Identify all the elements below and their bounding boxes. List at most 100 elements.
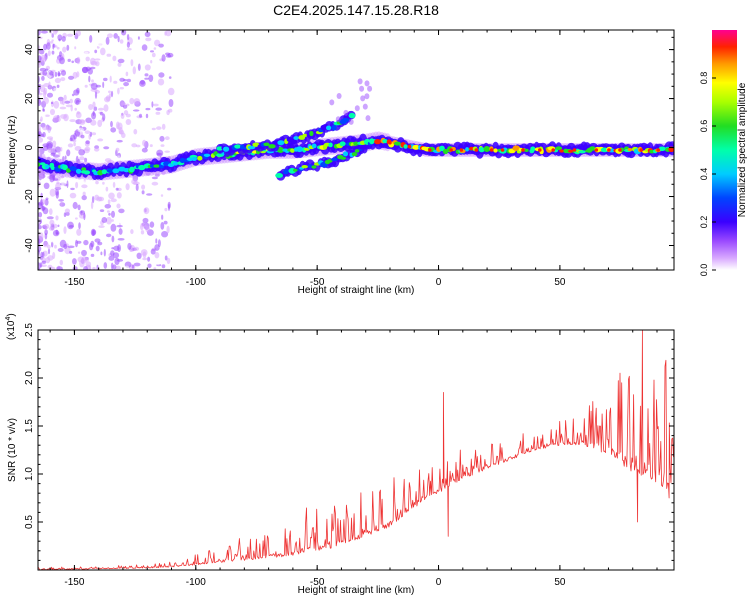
heatmap-cell <box>49 226 55 231</box>
heatmap-cell <box>150 248 156 255</box>
heatmap-cell <box>71 93 75 97</box>
heatmap-cell <box>124 265 130 270</box>
spectrogram-x-axis: -150 -100 -50 0 50 <box>49 30 658 288</box>
heatmap-cell <box>149 144 153 148</box>
heatmap-cell <box>60 201 63 207</box>
heatmap-cell <box>85 56 90 62</box>
heatmap-cell <box>56 266 63 270</box>
heatmap-cell <box>76 56 81 65</box>
heatmap-cell <box>75 181 79 189</box>
heatmap-cell <box>85 140 90 145</box>
heatmap-cell <box>60 70 67 76</box>
heatmap-cell <box>38 150 42 156</box>
heatmap-cell <box>161 214 164 220</box>
heatmap-cell <box>320 124 328 131</box>
heatmap-cell <box>78 119 86 125</box>
heatmap-cell <box>75 217 78 220</box>
heatmap-cell <box>40 116 43 122</box>
heatmap-cell <box>38 55 42 62</box>
heatmap-cell <box>223 146 230 152</box>
heatmap-cell <box>129 135 132 141</box>
heatmap-cell <box>160 222 165 230</box>
heatmap-cell <box>46 136 54 140</box>
heatmap-cell <box>92 267 96 270</box>
heatmap-cell <box>84 157 88 163</box>
heatmap-cell <box>115 147 120 152</box>
heatmap-cell <box>157 78 165 86</box>
heatmap-cell <box>125 71 129 77</box>
heatmap-cell <box>75 239 78 248</box>
heatmap-cell <box>167 187 172 191</box>
heatmap-cell <box>53 100 60 109</box>
heatmap-cell <box>159 135 165 142</box>
heatmap-cell <box>155 107 162 111</box>
heatmap-cell <box>351 152 358 157</box>
heatmap-cell <box>137 63 141 71</box>
colorbar-tick-label: 0.2 <box>699 216 709 229</box>
heatmap-cell <box>191 156 197 161</box>
colorbar-tick-label: 0.8 <box>699 72 709 85</box>
heatmap-cell <box>168 76 172 79</box>
snr-y-label: SNR (10 * v/v) <box>7 418 18 482</box>
heatmap-cell <box>130 229 134 235</box>
heatmap-cell <box>142 217 149 224</box>
heatmap-cell <box>104 204 112 209</box>
heatmap-cell <box>50 266 56 270</box>
heatmap-cell <box>46 42 51 50</box>
heatmap-cell <box>649 149 655 154</box>
heatmap-cell <box>139 80 146 87</box>
heatmap-cell <box>105 95 111 102</box>
heatmap-cell <box>38 162 41 167</box>
heatmap-cell <box>658 146 666 152</box>
heatmap-cell <box>38 122 41 131</box>
heatmap-cell <box>125 113 131 118</box>
heatmap-cell <box>47 255 54 261</box>
heatmap-cell <box>82 191 86 196</box>
heatmap-cell <box>93 106 98 111</box>
heatmap-cell <box>71 179 78 183</box>
heatmap-cell <box>41 260 47 264</box>
heatmap-cell <box>160 144 165 147</box>
heatmap-cell <box>92 101 96 108</box>
heatmap-cell <box>75 168 82 174</box>
x-tick-label: -50 <box>310 277 325 288</box>
heatmap-cell <box>161 123 166 130</box>
heatmap-cell <box>74 107 77 111</box>
heatmap-cell <box>38 225 42 230</box>
heatmap-cell <box>145 226 150 233</box>
heatmap-peak <box>656 148 660 152</box>
heatmap-cell <box>84 130 91 134</box>
colorbar-ticks: 0.0 0.2 0.4 0.6 0.8 <box>699 72 716 276</box>
heatmap-cell <box>140 230 145 235</box>
heatmap-peak <box>489 148 494 152</box>
heatmap-cell <box>94 91 98 99</box>
heatmap-cell <box>116 192 122 199</box>
heatmap-peak <box>428 148 432 152</box>
heatmap-peak <box>407 144 412 149</box>
heatmap-cell <box>42 70 48 76</box>
heatmap-cell <box>65 104 72 108</box>
heatmap-cell <box>147 263 152 269</box>
heatmap-cell <box>133 262 141 267</box>
heatmap-cell <box>277 140 285 146</box>
heatmap-cell <box>84 51 89 56</box>
heatmap-cell <box>88 75 91 83</box>
heatmap-cell <box>117 62 122 67</box>
heatmap-cell <box>148 74 154 83</box>
heatmap-cell <box>290 139 298 144</box>
heatmap-cell <box>75 30 81 37</box>
heatmap-cell <box>364 93 370 100</box>
heatmap-cell <box>126 48 132 51</box>
heatmap-cell <box>156 257 161 266</box>
heatmap-cell <box>589 146 596 151</box>
heatmap-cell <box>105 186 109 192</box>
heatmap-cell <box>64 221 67 225</box>
heatmap-cell <box>367 85 373 92</box>
heatmap-cell <box>133 181 140 186</box>
heatmap-cell <box>53 115 60 122</box>
x-tick-label: -150 <box>64 277 84 288</box>
heatmap-cell <box>56 46 60 50</box>
heatmap-cell <box>112 181 116 188</box>
heatmap-cell <box>114 257 120 265</box>
heatmap-cell <box>49 41 54 44</box>
